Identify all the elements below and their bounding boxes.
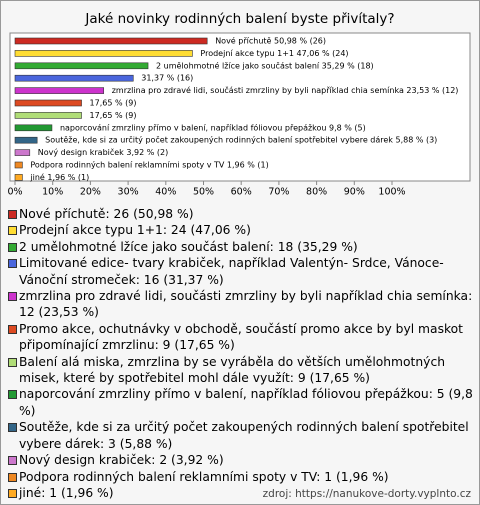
value-label: Podpora rodinných balení reklamními spot… — [30, 161, 268, 170]
legend-text: Podpora rodinných balení reklamními spot… — [19, 469, 389, 484]
legend-swatch — [8, 210, 17, 219]
bar — [14, 136, 38, 144]
legend-item: naporcování zmrzliny přímo v balení, nap… — [7, 386, 473, 419]
legend-text: zmrzlina pro zdravé lidi, součásti zmrzl… — [19, 289, 473, 320]
value-label: 17,65 % (9) — [90, 111, 137, 120]
legend-swatch — [8, 488, 17, 498]
legend-swatch — [8, 456, 17, 466]
bar — [14, 62, 149, 70]
legend-text: Promo akce, ochutnávky v obchodě, součás… — [19, 321, 464, 353]
value-label: Prodejní akce typu 1+1 47,06 % (24) — [200, 49, 348, 58]
bar — [14, 99, 82, 107]
bar — [14, 161, 23, 169]
value-label: 31,37 % (16) — [141, 74, 193, 83]
x-tick-label: 90% — [344, 187, 365, 198]
value-label: Nový design krabiček 3,92 % (2) — [38, 147, 168, 157]
chart-title: Jaké novinky rodinných balení byste přiv… — [84, 11, 394, 27]
x-tick-label: 20% — [80, 187, 101, 198]
x-tick-label: 100% — [378, 187, 405, 198]
legend-text: Nové příchutě: 26 (50,98 %) — [19, 207, 194, 221]
legend-swatch — [8, 423, 17, 433]
legend-swatch — [8, 324, 17, 334]
legend-text: Prodejní akce typu 1+1: 24 (47,06 %) — [19, 223, 251, 238]
legend-text: 2 umělohmotné lžíce jako součást balení:… — [19, 239, 358, 254]
x-tick-label: 40% — [155, 187, 176, 198]
bar — [14, 149, 31, 156]
x-tick-label: 0% — [7, 187, 22, 198]
legend-item: Nové příchutě: 26 (50,98 %) — [7, 206, 473, 222]
bar — [14, 74, 134, 82]
legend-text: jiné: 1 (1,96 %) — [19, 485, 114, 500]
legend-item: 2 umělohmotné lžíce jako součást balení:… — [7, 239, 473, 255]
x-tick-label: 10% — [42, 187, 63, 198]
bar — [14, 112, 82, 119]
bar — [14, 50, 193, 57]
x-tick-label: 50% — [193, 187, 214, 198]
value-label: 17,65 % (9) — [90, 99, 137, 108]
x-tick-label: 30% — [118, 187, 139, 198]
legend-swatch — [8, 390, 17, 400]
legend-item: Nový design krabiček: 2 (3,92 %) — [7, 452, 473, 468]
bar — [14, 37, 208, 45]
plot-area — [9, 32, 471, 182]
legend-swatch — [8, 357, 17, 367]
legend-item: Promo akce, ochutnávky v obchodě, součás… — [7, 321, 473, 354]
legend-swatch — [8, 226, 17, 236]
value-label: naporcování zmrzliny přímo v balení, nap… — [60, 122, 366, 132]
legend-text: Limitované edice- tvary krabiček, napřík… — [19, 256, 444, 287]
x-tick-label: 60% — [231, 187, 252, 198]
legend-swatch — [8, 472, 17, 482]
chart: Jaké novinky rodinných balení byste přiv… — [7, 11, 471, 198]
legend-text: Balení alá miska, zmrzlina by se vyráběl… — [19, 354, 446, 386]
x-tick-label: 80% — [306, 187, 327, 198]
legend-item: Soutěže, kde si za určitý počet zakoupen… — [7, 419, 473, 452]
value-label: 2 umělohmotné lžíce jako součást balení … — [156, 60, 374, 70]
legend-item: Prodejní akce typu 1+1: 24 (47,06 %) — [7, 222, 473, 238]
legend-swatch — [8, 259, 17, 269]
source: zdroj: https://nanukove-dorty.vyplnto.cz — [262, 488, 471, 500]
bar — [14, 87, 105, 94]
legend-swatch — [8, 242, 17, 252]
legend-item: Balení alá miska, zmrzlina by se vyráběl… — [7, 354, 473, 387]
legend-text: Soutěže, kde si za určitý počet zakoupen… — [19, 420, 469, 451]
value-label: Soutěže, kde si za určitý počet zakoupen… — [45, 135, 437, 145]
value-label: Nové příchutě 50,98 % (26) — [215, 36, 326, 46]
legend-item: Limitované edice- tvary krabiček, napřík… — [7, 255, 473, 288]
legend-text: Nový design krabiček: 2 (3,92 %) — [19, 453, 224, 468]
bar — [14, 124, 53, 132]
bar — [14, 174, 23, 181]
legend-item: Podpora rodinných balení reklamními spot… — [7, 469, 473, 485]
legend-item: zmrzlina pro zdravé lidi, součásti zmrzl… — [7, 288, 473, 321]
legend-item: jiné: 1 (1,96 %) — [7, 485, 473, 501]
value-label: jiné 1,96 % (1) — [29, 172, 89, 182]
legend-text: naporcování zmrzliny přímo v balení, nap… — [19, 387, 473, 418]
value-label: zmrzlina pro zdravé lidi, součásti zmrzl… — [112, 85, 459, 95]
legend-swatch — [8, 292, 17, 302]
x-tick-label: 70% — [268, 187, 289, 198]
legend: Nové příchutě: 26 (50,98 %) Prodejní akce… — [7, 206, 473, 501]
